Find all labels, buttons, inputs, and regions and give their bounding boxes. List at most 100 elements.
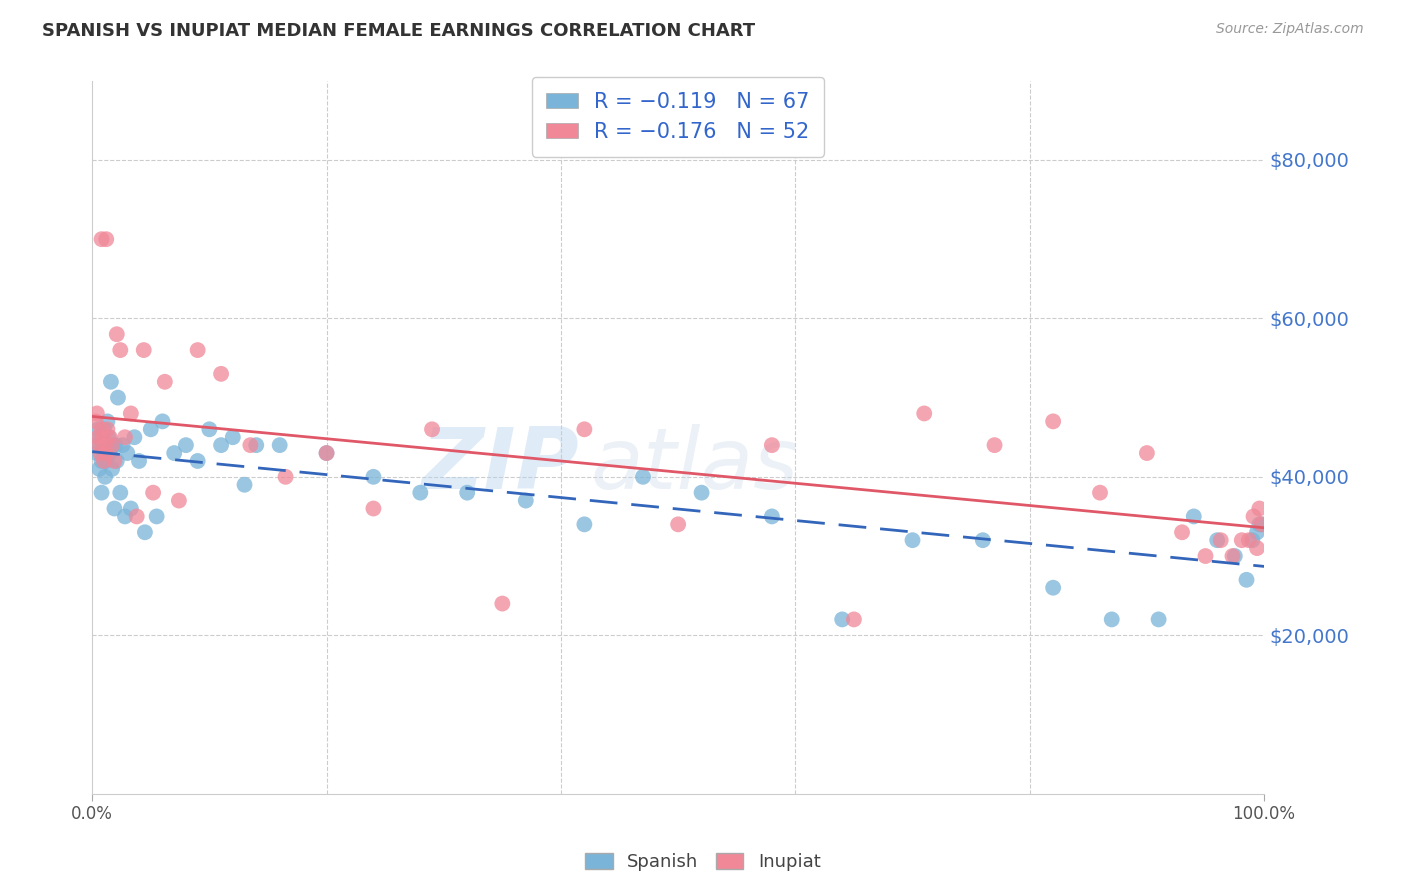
Point	[89, 462, 111, 476]
Point	[93, 454, 115, 468]
Point	[114, 430, 136, 444]
Point	[117, 446, 139, 460]
Point	[666, 517, 689, 532]
Point	[103, 501, 125, 516]
Point	[142, 485, 165, 500]
Point	[89, 438, 111, 452]
Point	[315, 446, 337, 460]
Point	[84, 414, 107, 428]
Point	[972, 533, 994, 548]
Point	[574, 517, 596, 532]
Point	[96, 454, 118, 468]
Point	[103, 438, 125, 452]
Point	[96, 422, 118, 436]
Legend: R = −0.119   N = 67, R = −0.176   N = 52: R = −0.119 N = 67, R = −0.176 N = 52	[531, 77, 824, 156]
Point	[120, 407, 142, 421]
Point	[1230, 533, 1253, 548]
Point	[1246, 541, 1268, 555]
Point	[120, 501, 142, 516]
Point	[105, 454, 128, 468]
Point	[363, 501, 385, 516]
Point	[1101, 612, 1123, 626]
Point	[315, 446, 337, 460]
Point	[245, 438, 267, 452]
Point	[1042, 414, 1064, 428]
Point	[983, 438, 1005, 452]
Point	[110, 485, 132, 500]
Point	[274, 470, 297, 484]
Point	[1209, 533, 1232, 548]
Point	[96, 414, 118, 428]
Point	[233, 477, 256, 491]
Point	[912, 407, 935, 421]
Point	[842, 612, 865, 626]
Point	[167, 493, 190, 508]
Point	[491, 597, 513, 611]
Point	[1237, 533, 1260, 548]
Point	[101, 438, 124, 452]
Point	[90, 232, 112, 246]
Point	[98, 446, 121, 460]
Point	[269, 438, 291, 452]
Point	[761, 438, 783, 452]
Point	[84, 438, 107, 452]
Point	[239, 438, 262, 452]
Point	[1088, 485, 1111, 500]
Point	[93, 446, 115, 460]
Point	[152, 414, 174, 428]
Point	[124, 430, 146, 444]
Point	[104, 438, 127, 452]
Point	[187, 343, 209, 357]
Point	[1223, 549, 1246, 563]
Point	[125, 509, 148, 524]
Point	[1222, 549, 1244, 563]
Text: atlas: atlas	[591, 425, 799, 508]
Point	[163, 446, 186, 460]
Point	[1147, 612, 1170, 626]
Point	[761, 509, 783, 524]
Point	[93, 422, 115, 436]
Point	[110, 343, 132, 357]
Point	[631, 470, 654, 484]
Point	[1249, 517, 1271, 532]
Point	[90, 454, 112, 468]
Point	[94, 470, 117, 484]
Text: SPANISH VS INUPIAT MEDIAN FEMALE EARNINGS CORRELATION CHART: SPANISH VS INUPIAT MEDIAN FEMALE EARNING…	[42, 22, 755, 40]
Point	[145, 509, 167, 524]
Legend: Spanish, Inupiat: Spanish, Inupiat	[578, 846, 828, 879]
Point	[100, 375, 122, 389]
Point	[86, 446, 108, 460]
Text: ZIP: ZIP	[420, 425, 578, 508]
Point	[94, 438, 117, 452]
Point	[107, 391, 129, 405]
Point	[1246, 525, 1268, 540]
Point	[1182, 509, 1205, 524]
Point	[96, 438, 118, 452]
Point	[222, 430, 245, 444]
Point	[515, 493, 537, 508]
Point	[91, 438, 114, 452]
Point	[89, 430, 111, 444]
Point	[94, 438, 117, 452]
Point	[90, 485, 112, 500]
Point	[831, 612, 853, 626]
Point	[1250, 517, 1272, 532]
Point	[101, 462, 124, 476]
Point	[1236, 573, 1258, 587]
Point	[134, 525, 156, 540]
Point	[128, 454, 150, 468]
Point	[1243, 509, 1265, 524]
Point	[114, 509, 136, 524]
Point	[1171, 525, 1194, 540]
Point	[198, 422, 221, 436]
Point	[1241, 533, 1264, 548]
Point	[153, 375, 176, 389]
Point	[901, 533, 924, 548]
Point	[139, 422, 162, 436]
Point	[363, 470, 385, 484]
Point	[409, 485, 432, 500]
Point	[96, 232, 118, 246]
Point	[86, 407, 108, 421]
Point	[1249, 501, 1271, 516]
Point	[105, 327, 128, 342]
